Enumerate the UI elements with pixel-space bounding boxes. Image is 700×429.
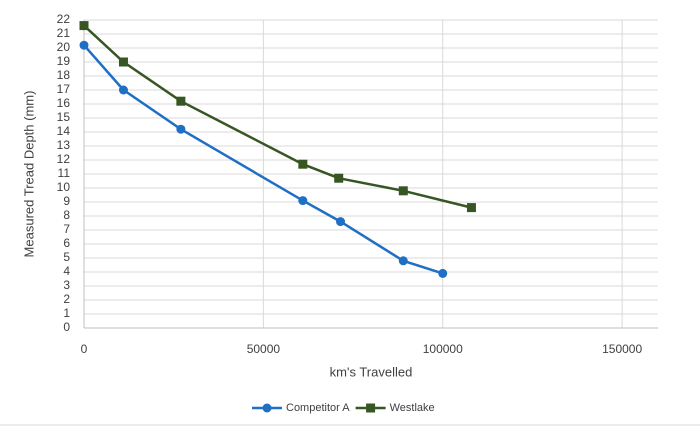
- y-tick-label: 11: [58, 166, 71, 180]
- y-tick-label: 4: [63, 264, 70, 278]
- legend-marker: [262, 403, 272, 413]
- y-axis-title: Measured Tread Depth (mm): [21, 91, 36, 258]
- y-tick-label: 18: [57, 68, 71, 82]
- data-point: [466, 203, 476, 213]
- y-tick-label: 6: [63, 236, 70, 250]
- data-point: [298, 159, 308, 169]
- data-point: [118, 57, 128, 67]
- x-tick-label: 50000: [247, 342, 281, 356]
- x-tick-label: 150000: [602, 342, 642, 356]
- y-tick-label: 20: [57, 40, 71, 54]
- legend-label: Westlake: [390, 402, 435, 414]
- y-tick-label: 8: [63, 208, 70, 222]
- x-tick-label: 100000: [423, 342, 463, 356]
- y-tick-label: 14: [57, 124, 71, 138]
- y-tick-label: 13: [57, 138, 71, 152]
- y-tick-label: 12: [57, 152, 71, 166]
- x-axis-title: km's Travelled: [330, 364, 413, 379]
- x-tick-label: 0: [81, 342, 88, 356]
- data-point: [176, 96, 186, 106]
- y-tick-label: 2: [63, 292, 70, 306]
- y-tick-label: 1: [63, 306, 70, 320]
- legend-marker: [366, 403, 376, 413]
- series-line: [83, 24, 472, 209]
- y-tick-label: 16: [57, 96, 71, 110]
- data-point: [79, 21, 89, 31]
- data-point: [438, 268, 448, 278]
- y-tick-label: 21: [57, 26, 71, 40]
- data-point: [79, 40, 89, 50]
- y-tick-label: 10: [57, 180, 71, 194]
- data-point: [176, 124, 186, 134]
- y-tick-label: 7: [63, 222, 70, 236]
- y-tick-label: 9: [63, 194, 70, 208]
- data-point: [398, 186, 408, 196]
- data-point: [118, 85, 128, 95]
- y-tick-label: 5: [63, 250, 70, 264]
- y-tick-label: 15: [57, 110, 71, 124]
- y-tick-label: 19: [57, 54, 71, 68]
- y-tick-label: 22: [57, 12, 71, 26]
- legend-label: Competitor A: [286, 402, 350, 414]
- data-point: [336, 217, 346, 227]
- data-point: [298, 196, 308, 206]
- data-point: [334, 173, 344, 183]
- y-tick-label: 17: [57, 82, 71, 96]
- y-tick-label: 0: [63, 320, 70, 334]
- data-point: [398, 256, 408, 266]
- y-tick-label: 3: [63, 278, 70, 292]
